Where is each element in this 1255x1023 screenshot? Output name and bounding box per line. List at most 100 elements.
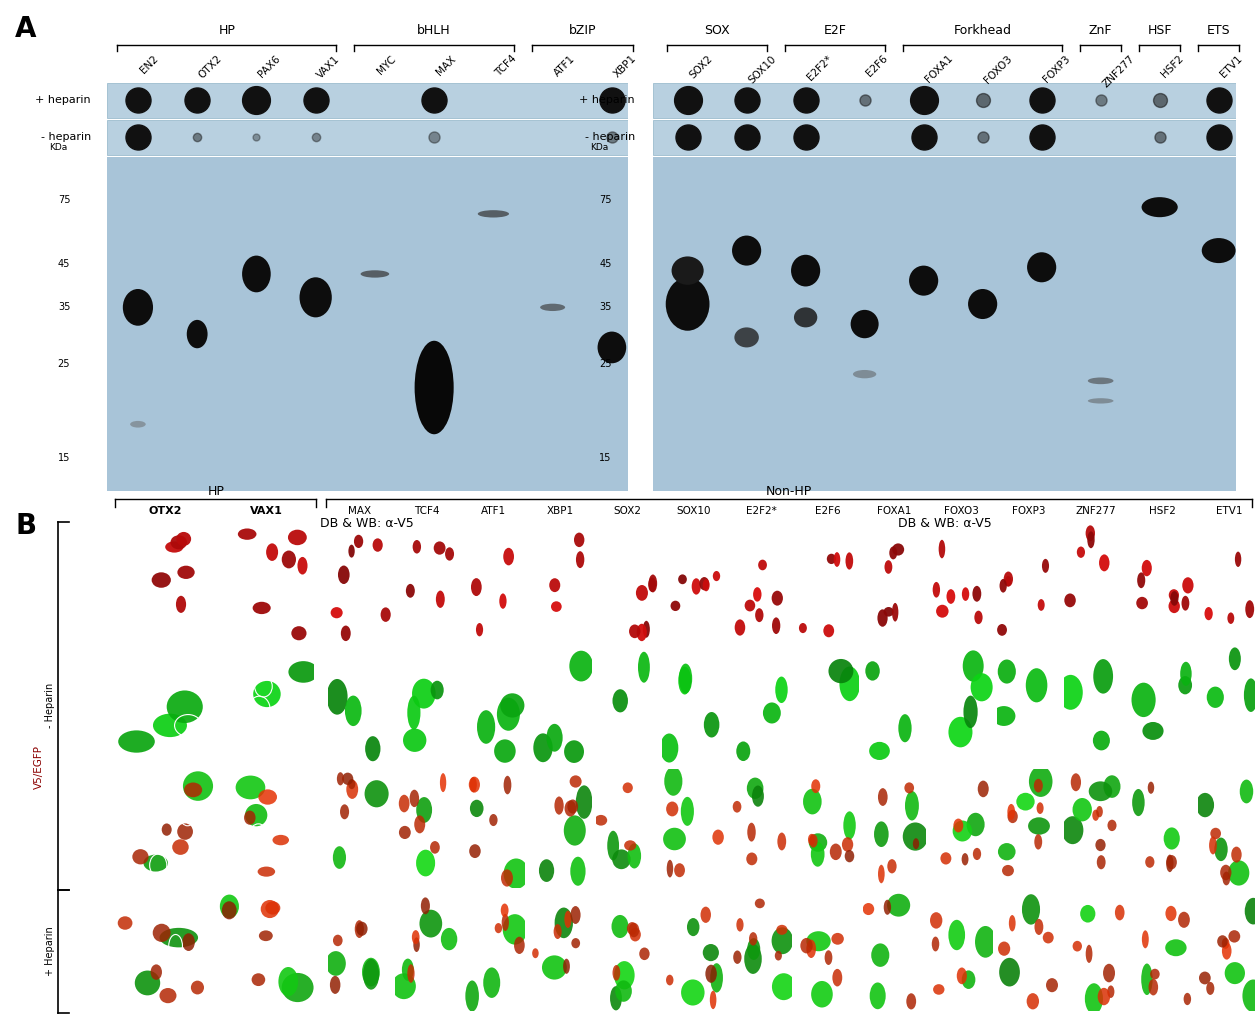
Ellipse shape — [949, 920, 965, 950]
Text: A: A — [15, 15, 36, 43]
Text: V5/EGFP: V5/EGFP — [34, 745, 44, 790]
Ellipse shape — [998, 843, 1015, 860]
Ellipse shape — [973, 848, 981, 860]
Ellipse shape — [399, 826, 410, 839]
Ellipse shape — [287, 530, 306, 545]
Ellipse shape — [961, 587, 969, 601]
Bar — [653, 83, 1236, 118]
Ellipse shape — [905, 791, 919, 820]
Ellipse shape — [279, 967, 299, 996]
Ellipse shape — [538, 859, 555, 882]
Ellipse shape — [663, 828, 686, 850]
Ellipse shape — [638, 652, 650, 682]
Text: ZNF277: ZNF277 — [1076, 505, 1116, 516]
Ellipse shape — [546, 724, 562, 752]
Ellipse shape — [330, 607, 343, 618]
Ellipse shape — [476, 623, 483, 636]
Ellipse shape — [1229, 930, 1240, 942]
Ellipse shape — [1163, 828, 1180, 849]
Text: XBP1: XBP1 — [612, 53, 638, 80]
Ellipse shape — [607, 831, 619, 860]
Ellipse shape — [363, 959, 379, 989]
Ellipse shape — [906, 993, 916, 1010]
Ellipse shape — [123, 288, 153, 325]
Ellipse shape — [540, 304, 565, 311]
Ellipse shape — [567, 799, 579, 813]
Ellipse shape — [348, 779, 355, 789]
Ellipse shape — [964, 696, 978, 728]
Ellipse shape — [884, 607, 894, 617]
Ellipse shape — [1001, 864, 1014, 877]
Ellipse shape — [403, 728, 427, 752]
Ellipse shape — [902, 822, 927, 851]
Ellipse shape — [143, 854, 168, 872]
Ellipse shape — [1034, 834, 1042, 849]
Ellipse shape — [825, 950, 832, 965]
Text: HSF2: HSF2 — [1160, 53, 1186, 80]
Ellipse shape — [890, 546, 897, 560]
Ellipse shape — [733, 950, 742, 964]
Ellipse shape — [1098, 988, 1111, 1006]
Ellipse shape — [501, 870, 513, 887]
Ellipse shape — [236, 775, 265, 799]
Ellipse shape — [551, 602, 562, 612]
Ellipse shape — [777, 833, 786, 850]
Ellipse shape — [649, 575, 658, 592]
Ellipse shape — [899, 714, 911, 743]
Ellipse shape — [1071, 773, 1081, 791]
Ellipse shape — [571, 938, 580, 948]
Ellipse shape — [966, 813, 985, 836]
Ellipse shape — [345, 696, 361, 726]
Ellipse shape — [1062, 816, 1083, 844]
Ellipse shape — [639, 947, 650, 961]
Text: HSF: HSF — [1147, 25, 1172, 37]
Text: HP: HP — [218, 25, 235, 37]
Ellipse shape — [162, 824, 172, 836]
Ellipse shape — [1096, 839, 1106, 851]
Ellipse shape — [1148, 979, 1158, 995]
Ellipse shape — [968, 288, 998, 319]
Ellipse shape — [414, 815, 425, 834]
Ellipse shape — [471, 578, 482, 596]
Ellipse shape — [1245, 601, 1254, 618]
Text: ZnF: ZnF — [1089, 25, 1112, 37]
Text: 35: 35 — [58, 303, 70, 312]
Ellipse shape — [1103, 775, 1121, 798]
Ellipse shape — [1146, 856, 1155, 868]
Ellipse shape — [772, 927, 793, 954]
Text: FOXA1: FOXA1 — [924, 53, 955, 85]
Ellipse shape — [807, 939, 816, 958]
Text: VAX1: VAX1 — [250, 505, 282, 516]
Text: ETV1: ETV1 — [1216, 505, 1242, 516]
Text: XBP1: XBP1 — [547, 505, 574, 516]
Ellipse shape — [1008, 804, 1015, 820]
Ellipse shape — [1171, 591, 1178, 606]
Ellipse shape — [892, 603, 899, 622]
Ellipse shape — [801, 938, 813, 953]
Ellipse shape — [1088, 398, 1113, 403]
Ellipse shape — [998, 941, 1010, 955]
Ellipse shape — [912, 838, 919, 849]
Ellipse shape — [1099, 554, 1109, 571]
Ellipse shape — [865, 661, 880, 680]
Ellipse shape — [823, 624, 835, 637]
Text: bZIP: bZIP — [569, 25, 596, 37]
Ellipse shape — [1136, 596, 1148, 610]
Ellipse shape — [1093, 659, 1113, 694]
Ellipse shape — [931, 937, 939, 951]
Ellipse shape — [756, 609, 763, 622]
Ellipse shape — [612, 849, 631, 870]
Ellipse shape — [542, 955, 567, 980]
Ellipse shape — [777, 925, 787, 935]
Ellipse shape — [238, 529, 256, 540]
Ellipse shape — [1086, 526, 1096, 541]
Ellipse shape — [1017, 793, 1034, 810]
Ellipse shape — [326, 951, 346, 976]
Ellipse shape — [434, 541, 446, 554]
Ellipse shape — [737, 742, 750, 761]
Text: ETS: ETS — [1207, 25, 1230, 37]
Ellipse shape — [281, 550, 296, 569]
Ellipse shape — [532, 948, 538, 959]
Ellipse shape — [744, 944, 762, 974]
Ellipse shape — [1037, 802, 1044, 814]
